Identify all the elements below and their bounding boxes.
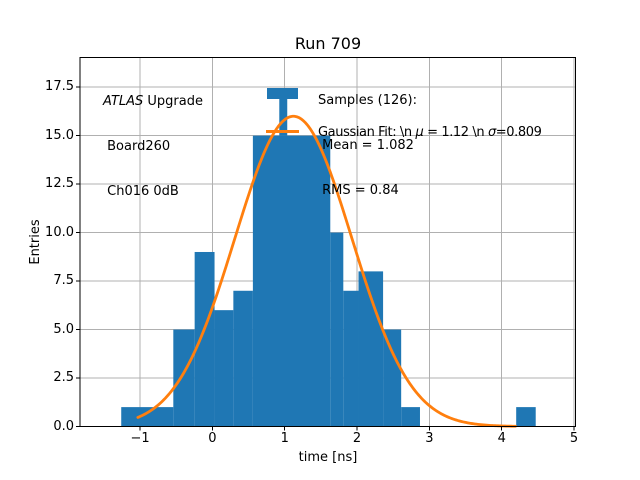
y-tick-label: 12.5 [45,176,74,192]
atlas-italic-text: ATLAS [103,94,144,109]
x-tick-label: 4 [497,431,506,446]
gaussian-fit-legend-label: Gaussian Fit: \n μ = 1.12 \n σ=0.809 [318,125,542,140]
legend-key-gaussian-line [266,129,299,133]
atlas-annotation-line3: Ch016 0dB [103,184,179,199]
gaussian-fit-text-pre: Gaussian Fit: \n [318,125,416,140]
histogram-bar [343,290,359,427]
x-tick-label: 0 [208,431,217,446]
mu-symbol: μ [415,125,424,140]
y-tick-label: 5.0 [53,321,74,337]
atlas-rest-text: Upgrade [143,94,203,109]
y-tick-label: 0.0 [53,418,74,434]
samples-legend-line2: Mean = 1.082 [318,138,414,153]
x-axis-label: time [ns] [298,450,358,465]
atlas-annotation: ATLAS Upgrade Board260 Ch016 0dB [103,64,203,229]
legend-key-histogram-patch [267,88,298,99]
samples-legend-line1: Samples (126): [318,93,417,108]
histogram-bar [383,329,402,427]
histogram-bar [401,407,420,427]
x-tick-label: 1 [280,431,289,446]
histogram-bar [330,232,344,427]
histogram-bar [121,407,174,427]
y-tick-label: 7.5 [53,273,74,289]
legend-errorbar-stem [279,98,288,136]
histogram-bar [214,310,234,427]
histogram-bar [233,290,253,427]
atlas-annotation-line1: ATLAS Upgrade [103,94,203,109]
x-tick-label: 3 [425,431,434,446]
y-tick-label: 17.5 [45,79,74,95]
plot-title: Run 709 [294,34,362,53]
histogram-bar [194,251,215,427]
axes-frame [79,57,576,427]
y-tick-label: 10.0 [45,224,74,240]
gaussian-fit-text-post: =0.809 [495,125,542,140]
y-tick-label: 2.5 [53,370,74,386]
x-tick-label: −1 [130,431,150,446]
x-tick-label: 5 [569,431,579,446]
histogram-bar [173,329,195,427]
atlas-annotation-line2: Board260 [103,139,171,154]
sigma-symbol: σ [487,125,496,140]
gaussian-fit-curve [136,114,517,428]
histogram-bar [516,407,536,427]
samples-legend-label: Samples (126): Mean = 1.082 RMS = 0.84 [318,63,417,228]
y-tick-label: 15.0 [45,127,74,143]
x-tick-label: 2 [352,431,362,446]
gaussian-fit-text-mid: = 1.12 \n [423,125,488,140]
histogram-bar [252,135,331,427]
samples-legend-line3: RMS = 0.84 [318,183,399,198]
